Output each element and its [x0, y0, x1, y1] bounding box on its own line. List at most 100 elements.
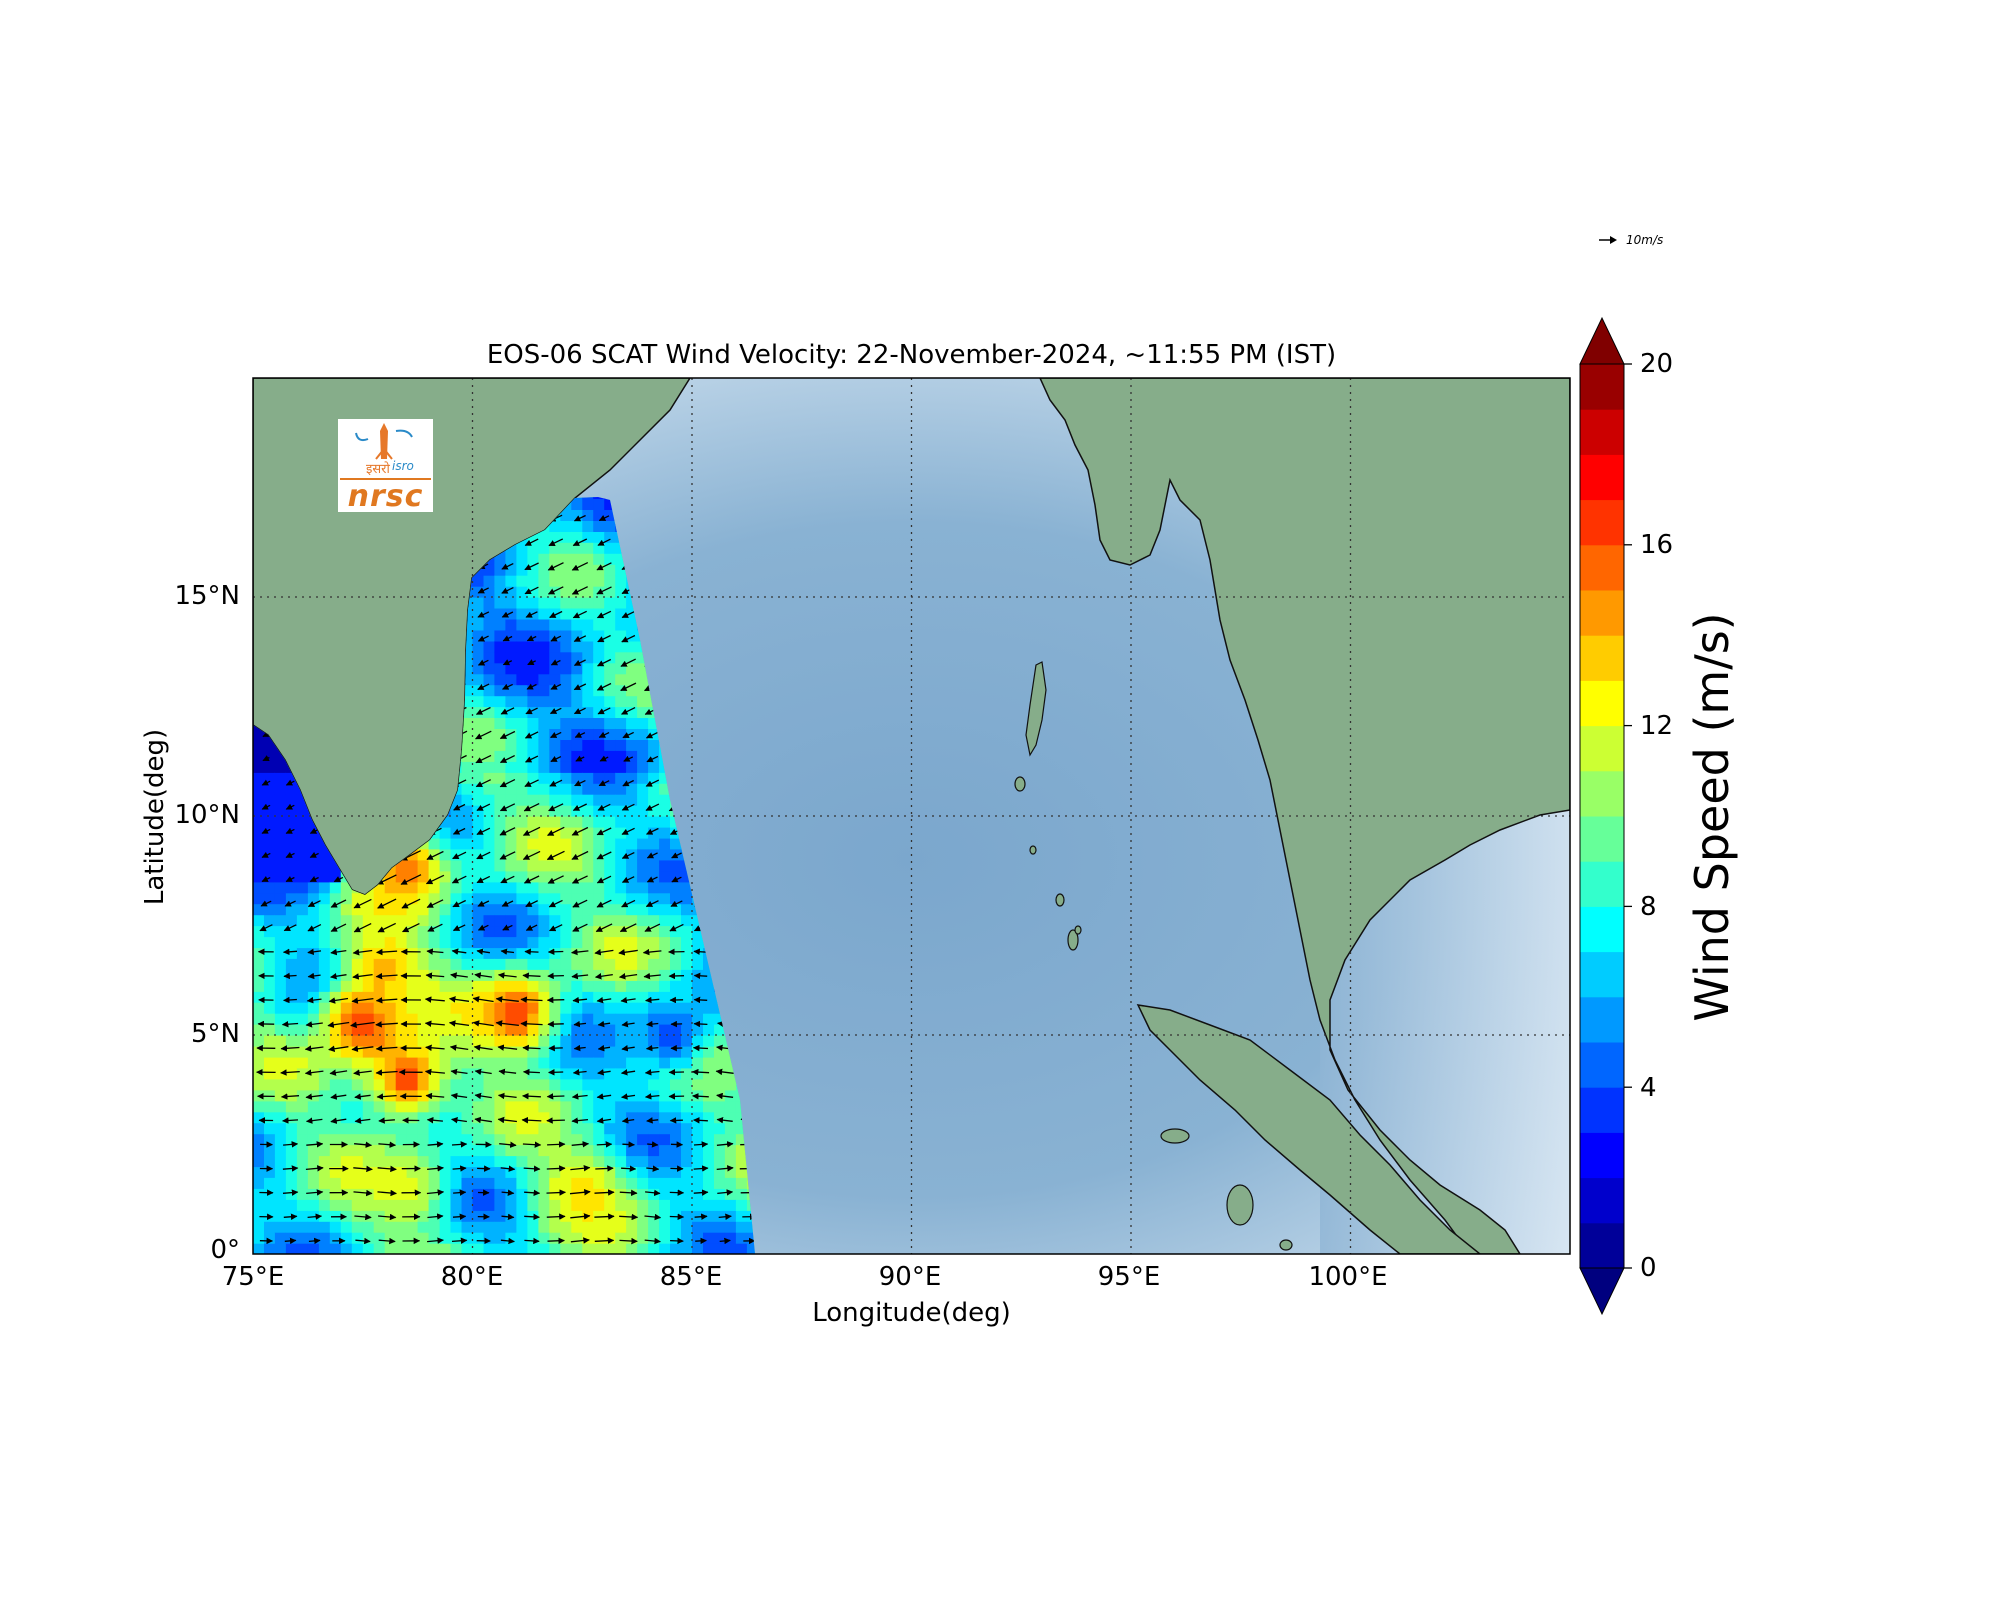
wind-cell — [582, 1056, 594, 1069]
wind-cell — [692, 925, 704, 938]
wind-cell — [264, 925, 276, 938]
wind-cell — [264, 1067, 276, 1080]
wind-cell — [516, 706, 528, 718]
wind-cell — [670, 1100, 682, 1113]
wind-cell — [417, 969, 430, 981]
wind-cell — [264, 1166, 276, 1178]
wind-cell — [439, 1002, 452, 1014]
wind-cell — [450, 1210, 463, 1222]
wind-cell — [659, 1078, 671, 1091]
wind-cell — [417, 1078, 430, 1091]
wind-cell — [384, 947, 397, 959]
wind-cell — [296, 1100, 309, 1113]
wind-cell — [494, 629, 506, 642]
wind-cell — [659, 870, 671, 883]
wind-cell — [450, 892, 463, 905]
wind-vector — [501, 900, 514, 907]
wind-vector — [549, 924, 563, 932]
wind-cell — [351, 925, 364, 938]
wind-cell — [724, 1243, 737, 1254]
wind-cell — [395, 991, 408, 1003]
reference-vector-label: 10m/s — [1626, 233, 1664, 247]
wind-cell — [538, 1078, 550, 1091]
wind-cell — [253, 903, 265, 916]
wind-cell — [593, 553, 605, 565]
wind-cell — [582, 925, 594, 938]
wind-cell — [582, 903, 594, 916]
wind-cell — [329, 958, 342, 970]
wind-cell — [637, 1210, 649, 1222]
wind-cell — [461, 816, 474, 828]
wind-cell — [582, 958, 594, 970]
wind-cell — [494, 695, 506, 708]
wind-cell — [703, 1133, 715, 1146]
wind-vector — [500, 1237, 515, 1245]
wind-cell — [351, 1100, 364, 1113]
wind-cell — [692, 1122, 704, 1135]
wind-cell — [615, 1089, 627, 1102]
wind-cell — [670, 1177, 682, 1189]
wind-cell — [659, 991, 671, 1003]
wind-cell — [703, 1013, 715, 1025]
wind-vector — [500, 875, 515, 884]
wind-cell — [549, 1067, 561, 1080]
wind-cell — [527, 1100, 539, 1113]
wind-cell — [637, 1221, 649, 1233]
wind-cell — [593, 980, 605, 992]
wind-cell — [637, 827, 649, 839]
wind-cell — [428, 914, 441, 927]
wind-vector — [475, 730, 492, 740]
wind-cell — [571, 695, 583, 708]
wind-vector — [280, 1045, 300, 1052]
wind-cell — [626, 947, 638, 959]
wind-cell — [351, 1122, 364, 1135]
wind-cell — [637, 739, 649, 751]
wind-cell — [439, 1078, 452, 1091]
wind-cell — [582, 1078, 594, 1091]
wind-cell — [615, 1144, 627, 1157]
wind-cell — [549, 717, 561, 729]
wind-cell — [560, 695, 572, 708]
wind-cell — [505, 1111, 517, 1124]
wind-cell — [604, 1199, 616, 1211]
wind-cell — [516, 640, 528, 653]
wind-cell — [615, 1133, 627, 1146]
wind-cell — [472, 936, 485, 949]
wind-cell — [340, 1232, 353, 1244]
wind-vector — [477, 587, 489, 594]
wind-cell — [406, 1089, 419, 1102]
wind-cell — [648, 837, 660, 850]
wind-cell — [637, 969, 649, 981]
wind-cell — [395, 947, 408, 959]
wind-cell — [593, 1210, 605, 1222]
wind-cell — [604, 575, 616, 587]
wind-cell — [483, 794, 496, 806]
wind-vector — [280, 1093, 300, 1100]
wind-cell — [362, 1067, 375, 1080]
wind-cell — [582, 607, 594, 620]
wind-vector — [548, 1044, 563, 1052]
wind-cell — [604, 1166, 616, 1178]
wind-cell — [648, 914, 660, 927]
wind-cell — [494, 870, 506, 883]
wind-cell — [472, 1188, 485, 1200]
wind-cell — [582, 1089, 594, 1102]
wind-vector — [572, 538, 588, 547]
wind-cell — [505, 1155, 517, 1168]
wind-cell — [483, 805, 496, 817]
wind-cell — [483, 607, 496, 620]
wind-cell — [626, 640, 638, 653]
wind-vector — [377, 922, 396, 933]
wind-vector — [595, 1165, 614, 1172]
wind-cell — [615, 1221, 627, 1233]
wind-vector — [618, 973, 638, 980]
wind-cell — [593, 597, 605, 609]
wind-cell — [296, 925, 309, 938]
wind-cell — [494, 837, 506, 850]
wind-cell — [549, 1210, 561, 1222]
wind-cell — [318, 1166, 331, 1178]
wind-cell — [450, 1078, 463, 1091]
wind-cell — [615, 607, 627, 620]
wind-vector — [598, 515, 610, 522]
wind-cell — [494, 706, 506, 718]
